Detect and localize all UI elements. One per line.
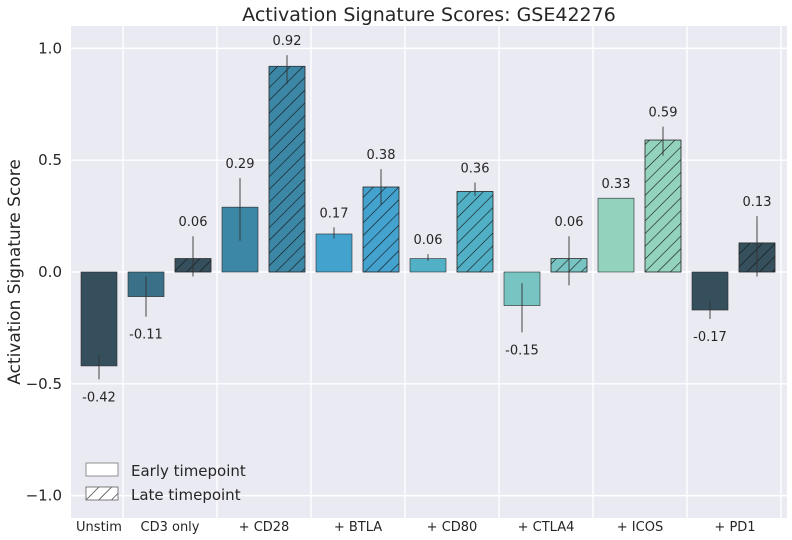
bar-hatch	[644, 139, 682, 273]
x-tick-labels: Unstim CD3 only + CD28 + BTLA + CD80 + CTLA4 +…	[76, 520, 756, 535]
x-tick-label: + BTLA	[334, 520, 382, 535]
legend-label-early: Early timepoint	[131, 462, 246, 480]
x-tick-label: CD3 only	[141, 520, 200, 535]
legend-label-late: Late timepoint	[131, 486, 241, 504]
x-tick-label: + CD28	[239, 520, 290, 535]
value-label: -0.15	[505, 343, 539, 358]
bar-early	[315, 233, 353, 273]
value-label: 0.59	[649, 106, 678, 121]
bar-hatch	[268, 65, 306, 273]
bar-early	[80, 271, 118, 367]
y-axis-label: Activation Signature Score	[5, 159, 25, 385]
y-tick-label: −1.0	[26, 487, 62, 505]
legend-swatch-late-hatch	[85, 486, 119, 501]
y-tick-label: −0.5	[26, 375, 62, 393]
value-label: 0.33	[602, 177, 631, 192]
y-tick-label: 0.5	[38, 151, 62, 169]
chart-title: Activation Signature Scores: GSE42276	[242, 4, 616, 26]
bars-layer: -0.42 -0.11 0.06 0.29 0.92 0.17 0.38 0.06 0.36 -0…	[80, 34, 776, 405]
value-label: -0.17	[693, 330, 727, 345]
value-label: 0.92	[273, 34, 302, 49]
x-tick-label: + PD1	[714, 520, 755, 535]
x-tick-label: + ICOS	[617, 520, 663, 535]
value-label: 0.29	[226, 157, 255, 172]
y-tick-label: 1.0	[38, 39, 62, 57]
value-label: -0.11	[129, 328, 163, 343]
value-label: 0.06	[555, 215, 584, 230]
value-label: 0.06	[179, 215, 208, 230]
value-label: 0.36	[461, 162, 490, 177]
bar-hatch	[456, 191, 494, 273]
y-tick-labels: 1.0 0.5 0.0 −0.5 −1.0	[26, 39, 62, 504]
x-tick-label: + CTLA4	[518, 520, 575, 535]
legend-swatch-early	[85, 462, 119, 477]
value-label: 0.17	[320, 206, 349, 221]
value-label: -0.42	[82, 390, 116, 405]
legend: Early timepoint Late timepoint	[85, 462, 246, 504]
value-label: 0.38	[367, 148, 396, 163]
y-tick-label: 0.0	[38, 263, 62, 281]
value-label: 0.06	[414, 233, 443, 248]
x-tick-label: + CD80	[427, 520, 478, 535]
bar-early	[597, 197, 635, 273]
value-label: 0.13	[743, 195, 772, 210]
x-tick-label: Unstim	[76, 520, 122, 535]
